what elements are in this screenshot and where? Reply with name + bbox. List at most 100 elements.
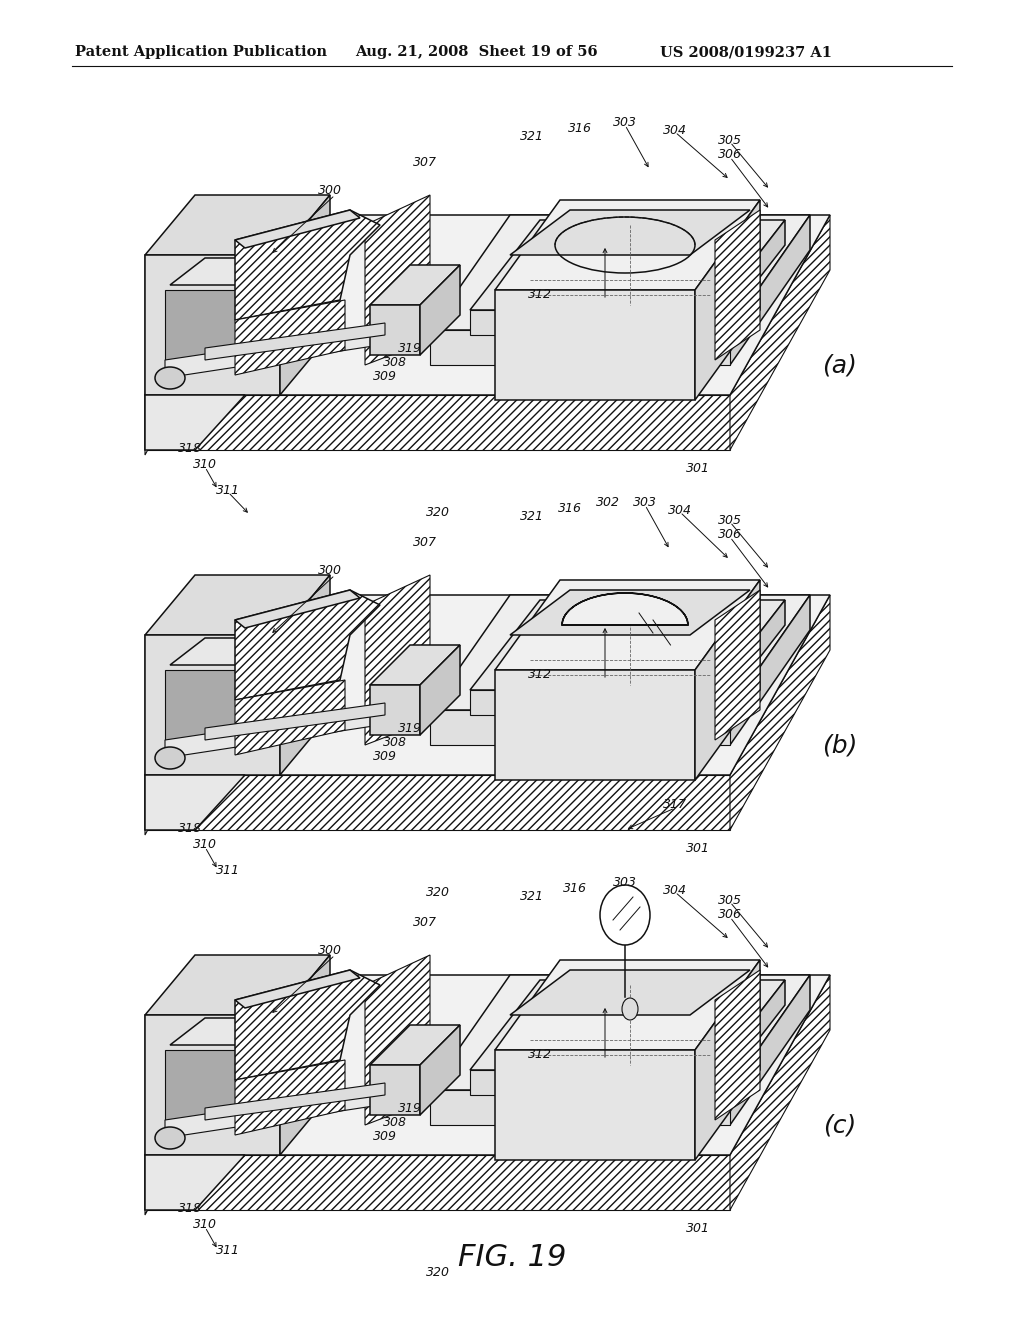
Polygon shape xyxy=(234,210,360,248)
Polygon shape xyxy=(715,979,785,1096)
Text: 321: 321 xyxy=(520,511,544,524)
Text: 301: 301 xyxy=(686,842,710,854)
Text: 312: 312 xyxy=(528,1048,552,1061)
Text: 305: 305 xyxy=(718,513,742,527)
Polygon shape xyxy=(365,195,430,366)
Text: 311: 311 xyxy=(216,1243,240,1257)
Polygon shape xyxy=(145,975,245,1214)
Polygon shape xyxy=(280,576,330,775)
Polygon shape xyxy=(145,775,730,830)
Text: 321: 321 xyxy=(520,891,544,903)
Text: 319: 319 xyxy=(398,1101,422,1114)
Text: 311: 311 xyxy=(216,863,240,876)
Polygon shape xyxy=(145,215,830,395)
Text: 316: 316 xyxy=(568,121,592,135)
Polygon shape xyxy=(430,215,810,330)
Polygon shape xyxy=(365,954,430,1125)
Polygon shape xyxy=(430,595,810,710)
Text: 319: 319 xyxy=(398,722,422,734)
Text: 318: 318 xyxy=(178,821,202,834)
Polygon shape xyxy=(145,255,280,395)
Text: FIG. 19: FIG. 19 xyxy=(458,1243,566,1272)
Polygon shape xyxy=(205,704,385,741)
Text: 312: 312 xyxy=(528,289,552,301)
Text: 303: 303 xyxy=(633,495,657,508)
Ellipse shape xyxy=(622,998,638,1020)
Text: 301: 301 xyxy=(686,1221,710,1234)
Polygon shape xyxy=(170,257,285,285)
Polygon shape xyxy=(715,970,760,1119)
Text: 316: 316 xyxy=(558,502,582,515)
Text: 310: 310 xyxy=(193,838,217,851)
Polygon shape xyxy=(370,645,460,685)
Polygon shape xyxy=(470,310,715,335)
Polygon shape xyxy=(234,590,360,628)
Polygon shape xyxy=(165,708,380,758)
Polygon shape xyxy=(430,330,730,366)
Polygon shape xyxy=(165,1049,260,1119)
Polygon shape xyxy=(145,576,330,635)
Text: US 2008/0199237 A1: US 2008/0199237 A1 xyxy=(660,45,831,59)
Polygon shape xyxy=(430,1090,730,1125)
Text: 305: 305 xyxy=(718,133,742,147)
Polygon shape xyxy=(730,215,810,366)
Polygon shape xyxy=(145,395,245,450)
Text: 300: 300 xyxy=(318,183,342,197)
Text: 306: 306 xyxy=(718,528,742,541)
Polygon shape xyxy=(234,970,380,1080)
Polygon shape xyxy=(370,1026,460,1065)
Polygon shape xyxy=(205,1082,385,1119)
Polygon shape xyxy=(145,1155,730,1210)
Polygon shape xyxy=(365,576,430,744)
Polygon shape xyxy=(470,220,785,310)
Text: 320: 320 xyxy=(426,506,450,519)
Ellipse shape xyxy=(155,367,185,389)
Polygon shape xyxy=(562,593,688,624)
Polygon shape xyxy=(370,305,420,355)
Polygon shape xyxy=(695,960,760,1160)
Polygon shape xyxy=(145,395,730,450)
Polygon shape xyxy=(234,680,345,755)
Ellipse shape xyxy=(600,884,650,945)
Text: 301: 301 xyxy=(686,462,710,474)
Polygon shape xyxy=(430,710,730,744)
Text: 304: 304 xyxy=(668,503,692,516)
Polygon shape xyxy=(730,975,810,1125)
Polygon shape xyxy=(470,601,785,690)
Polygon shape xyxy=(170,638,285,665)
Polygon shape xyxy=(370,1065,420,1115)
Polygon shape xyxy=(170,1018,285,1045)
Polygon shape xyxy=(495,290,695,400)
Polygon shape xyxy=(715,601,785,715)
Polygon shape xyxy=(715,220,785,335)
Text: 308: 308 xyxy=(383,1115,407,1129)
Text: 316: 316 xyxy=(563,882,587,895)
Polygon shape xyxy=(470,1071,715,1096)
Text: 320: 320 xyxy=(426,886,450,899)
Text: 306: 306 xyxy=(718,149,742,161)
Ellipse shape xyxy=(155,747,185,770)
Polygon shape xyxy=(510,210,750,255)
Polygon shape xyxy=(370,685,420,735)
Text: 308: 308 xyxy=(383,735,407,748)
Polygon shape xyxy=(145,595,245,830)
Polygon shape xyxy=(165,327,380,378)
Text: 304: 304 xyxy=(663,883,687,896)
Polygon shape xyxy=(145,975,245,1210)
Polygon shape xyxy=(145,635,280,775)
Text: 307: 307 xyxy=(413,916,437,928)
Text: 309: 309 xyxy=(373,371,397,384)
Text: Patent Application Publication: Patent Application Publication xyxy=(75,45,327,59)
Polygon shape xyxy=(420,265,460,355)
Polygon shape xyxy=(695,579,760,780)
Polygon shape xyxy=(205,323,385,360)
Text: 300: 300 xyxy=(318,564,342,577)
Polygon shape xyxy=(495,201,760,290)
Text: 303: 303 xyxy=(613,116,637,128)
Text: 310: 310 xyxy=(193,1218,217,1232)
Polygon shape xyxy=(470,979,785,1071)
Polygon shape xyxy=(145,1015,280,1155)
Polygon shape xyxy=(145,215,245,450)
Text: 318: 318 xyxy=(178,1201,202,1214)
Polygon shape xyxy=(695,201,760,400)
